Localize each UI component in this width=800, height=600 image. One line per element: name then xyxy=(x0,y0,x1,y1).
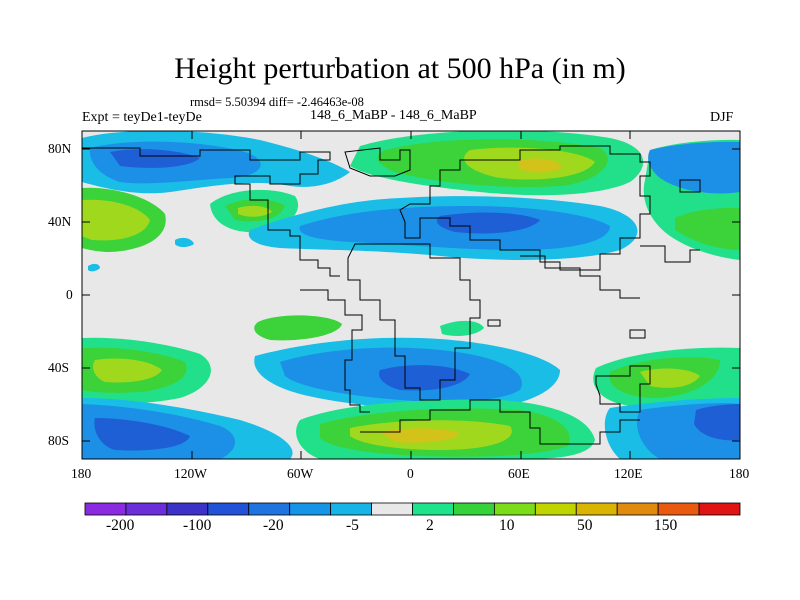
colorbar-box xyxy=(84,502,127,516)
field-sh-pos-strong xyxy=(93,358,162,383)
colorbar-box xyxy=(616,502,659,516)
coastline-australia xyxy=(595,365,651,413)
x-tick-label: 180 xyxy=(71,466,92,481)
colorbar-label: -200 xyxy=(106,517,135,534)
x-tick-label: 120E xyxy=(614,466,643,481)
colorbar-box xyxy=(371,502,413,516)
field-tropical-pos xyxy=(254,315,342,341)
season-label: DJF xyxy=(710,110,734,125)
page-title: Height perturbation at 500 hPa (in m) xyxy=(174,52,626,85)
y-tick-label: 80N xyxy=(48,141,72,156)
colorbar-label: -5 xyxy=(346,517,359,534)
field-spot-2 xyxy=(88,263,100,272)
colorbar-box xyxy=(166,502,209,516)
colorbar-box xyxy=(412,502,454,516)
y-tick-label: 0 xyxy=(66,287,73,302)
colorbar-box xyxy=(248,502,291,516)
colorbar-box xyxy=(289,502,332,516)
field-se-neg-core xyxy=(694,404,740,441)
colorbar-box xyxy=(534,502,577,516)
colorbar-label: -100 xyxy=(183,517,212,534)
field-eurasia-pos-peak xyxy=(518,158,562,173)
height-field xyxy=(82,131,740,459)
field-npac-pos xyxy=(675,207,740,250)
y-tick-label: 80S xyxy=(48,433,70,448)
field-namerica-pos-peak xyxy=(238,205,272,217)
colorbar-label: 2 xyxy=(426,517,434,534)
colorbar-box xyxy=(493,502,536,516)
field-midlat-neg-core xyxy=(436,212,540,234)
x-tick-label: 180 xyxy=(729,466,750,481)
y-tick-label: 40S xyxy=(48,360,70,375)
coastline-islands xyxy=(487,179,701,339)
colorbar-box xyxy=(698,502,741,516)
coastline-north-america xyxy=(82,147,340,277)
field-west-pos-strong xyxy=(82,199,150,241)
coastline-greenland xyxy=(344,147,411,177)
field-ss-neg-core xyxy=(94,418,190,451)
coastline-africa xyxy=(347,243,481,401)
x-tick-label: 120W xyxy=(174,466,207,481)
field-npac-neg xyxy=(648,141,740,194)
field-se-pos-strong xyxy=(640,368,700,388)
coastline-arabia-india xyxy=(520,255,640,299)
colorbar-box xyxy=(575,502,618,516)
colorbar-box xyxy=(330,502,372,516)
period-label: 148_6_MaBP - 148_6_MaBP xyxy=(310,108,477,123)
y-tick-label: 40N xyxy=(48,214,72,229)
y-axis-ticks xyxy=(82,148,740,442)
field-nh-neg-center xyxy=(110,149,200,168)
coastline-south-america xyxy=(300,289,370,413)
field-sh-neg-core xyxy=(379,365,470,391)
x-tick-label: 60E xyxy=(508,466,530,481)
colorbar-label: 150 xyxy=(654,517,678,534)
field-tropical-pos-2 xyxy=(440,320,484,336)
field-spot-1 xyxy=(175,237,194,247)
x-tick-label: 60W xyxy=(287,466,314,481)
coastline-eurasia xyxy=(399,145,651,271)
colorbar-box xyxy=(207,502,250,516)
stats-text: rmsd= 5.50394 diff= -2.46463e-08 xyxy=(190,95,364,109)
x-tick-label: 0 xyxy=(407,466,414,481)
colorbar-label: 50 xyxy=(577,517,593,534)
coastlines xyxy=(82,145,701,445)
colorbar-label: -20 xyxy=(263,517,284,534)
coastline-se-asia xyxy=(640,245,700,263)
colorbar xyxy=(84,502,741,516)
experiment-label: Expt = teyDe1-teyDe xyxy=(82,110,202,125)
coastline-antarctica xyxy=(360,399,640,445)
colorbar-box xyxy=(657,502,700,516)
colorbar-box xyxy=(125,502,168,516)
x-axis-ticks xyxy=(81,131,741,459)
colorbar-box xyxy=(453,502,495,516)
colorbar-label: 10 xyxy=(499,517,515,534)
